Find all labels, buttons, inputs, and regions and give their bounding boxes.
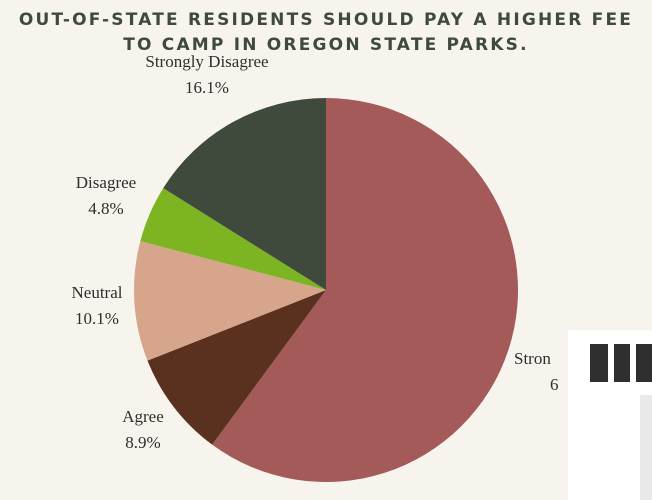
pie-slice-strongly-agree (212, 98, 518, 482)
slice-label-agree: Agree (122, 407, 164, 426)
chart-title-line-2: TO CAMP IN OREGON STATE PARKS. (123, 35, 529, 55)
slice-value-disagree: 4.8% (88, 199, 123, 218)
slice-value-agree: 8.9% (125, 433, 160, 452)
pie-labels: Stron 6 Agree 8.9% Neutral 10.1% Disagre… (72, 52, 559, 452)
chart-title-line-1: OUT-OF-STATE RESIDENTS SHOULD PAY A HIGH… (18, 10, 634, 30)
slice-label-neutral: Neutral (72, 283, 123, 302)
slice-value-strongly-disagree: 16.1% (185, 78, 229, 97)
pie-slice-agree (147, 290, 326, 445)
overlay-dark-shape (586, 340, 652, 382)
pie-slice-disagree (140, 188, 326, 290)
pie-slice-strongly-disagree (163, 98, 326, 290)
chart-title: OUT-OF-STATE RESIDENTS SHOULD PAY A HIGH… (0, 8, 652, 58)
overlay-edge-strip (640, 395, 652, 500)
slice-value-strongly-agree: 6 (550, 375, 559, 394)
slice-label-strongly-disagree: Strongly Disagree (145, 52, 268, 71)
slice-value-neutral: 10.1% (75, 309, 119, 328)
slice-label-strongly-agree: Stron (514, 349, 551, 368)
pie-slice-neutral (134, 241, 326, 361)
pie-slices (134, 98, 518, 482)
slice-label-disagree: Disagree (76, 173, 136, 192)
